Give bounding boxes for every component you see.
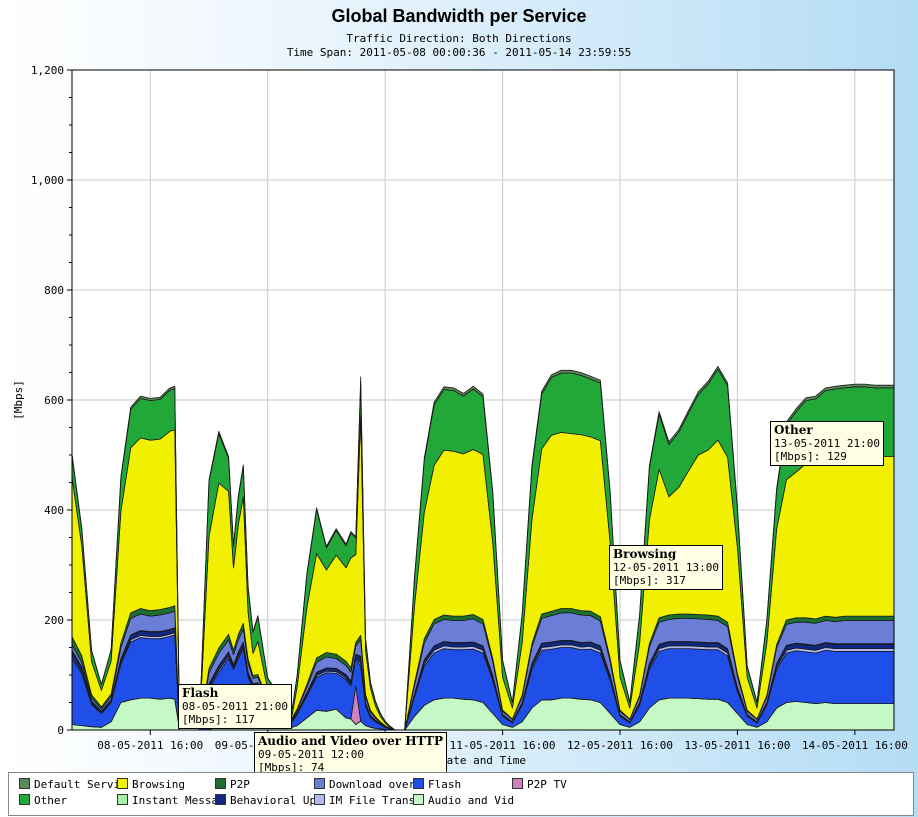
legend-swatch — [512, 778, 523, 789]
y-tick-label: 200 — [44, 614, 64, 627]
tooltip-title: Other — [774, 423, 813, 437]
x-tick-label: 08-05-2011 16:00 — [97, 739, 203, 752]
legend-label: Audio and Vid — [428, 794, 515, 807]
legend-item-p2p-tv[interactable]: P2P TV — [512, 778, 567, 792]
legend-label: Flash — [428, 778, 462, 791]
y-axis: 0 200 400 600 800 1,000 1,200 — [31, 64, 72, 737]
tooltip-value: [Mbps]: 129 — [774, 450, 847, 463]
tooltip-title: Audio and Video over HTTP — [258, 734, 444, 748]
legend-item-download-over[interactable]: Download over — [314, 778, 415, 792]
tooltip-value: [Mbps]: 317 — [613, 574, 686, 587]
tooltip-value: [Mbps]: 117 — [182, 713, 255, 726]
tooltip-browsing: Browsing 12-05-2011 13:00 [Mbps]: 317 — [609, 545, 723, 590]
x-tick-label: 13-05-2011 16:00 — [684, 739, 790, 752]
tooltip-time: 12-05-2011 13:00 — [613, 561, 719, 574]
chart-title: Global Bandwidth per Service — [331, 6, 587, 26]
legend-label: Browsing — [132, 778, 185, 791]
y-tick-label: 0 — [57, 724, 64, 737]
legend-swatch — [117, 778, 128, 789]
legend-label: IM File Trans — [329, 794, 416, 807]
tooltip-audio-video: Audio and Video over HTTP 09-05-2011 12:… — [254, 732, 448, 777]
legend-item-im-file-trans[interactable]: IM File Trans — [314, 794, 415, 808]
legend-item-p2p[interactable]: P2P — [215, 778, 250, 792]
legend-item-behavioral-up[interactable]: Behavioral Up: — [215, 794, 323, 808]
x-tick-label: 11-05-2011 16:00 — [450, 739, 556, 752]
legend-label: P2P — [230, 778, 250, 791]
legend-swatch — [117, 794, 128, 805]
x-axis-title: Date and Time — [440, 754, 526, 767]
tooltip-other: Other 13-05-2011 21:00 [Mbps]: 129 — [770, 421, 884, 466]
tooltip-time: 09-05-2011 12:00 — [258, 748, 364, 761]
legend-label: Download over — [329, 778, 416, 791]
bandwidth-chart: 0 200 400 600 800 1,000 1,200 08-05-2011 16:00… — [12, 64, 908, 767]
legend-item-instant-messa[interactable]: Instant Messa — [117, 794, 218, 808]
tooltip-time: 13-05-2011 21:00 — [774, 437, 880, 450]
legend-swatch — [314, 794, 325, 805]
legend-swatch — [314, 778, 325, 789]
legend-label: Behavioral Up: — [230, 794, 323, 807]
y-tick-label: 600 — [44, 394, 64, 407]
tooltip-title: Browsing — [613, 547, 677, 561]
y-tick-label: 1,000 — [31, 174, 64, 187]
chart-legend: Default Servi Browsing P2P Download over Fla… — [8, 772, 914, 816]
legend-label: P2P TV — [527, 778, 567, 791]
chart-subtitle-direction: Traffic Direction: Both Directions — [346, 32, 572, 45]
y-axis-title: [Mbps] — [12, 380, 25, 420]
stacked-areas — [71, 366, 895, 731]
legend-item-flash[interactable]: Flash — [413, 778, 461, 792]
legend-item-other[interactable]: Other — [19, 794, 67, 808]
legend-item-audio-and-vid[interactable]: Audio and Vid — [413, 794, 514, 808]
x-tick-label: 14-05-2011 16:00 — [802, 739, 908, 752]
legend-label: Other — [34, 794, 68, 807]
legend-swatch — [215, 794, 226, 805]
legend-item-browsing[interactable]: Browsing — [117, 778, 185, 792]
y-tick-label: 800 — [44, 284, 64, 297]
legend-label: Default Servi — [34, 778, 121, 791]
legend-swatch — [413, 794, 424, 805]
legend-label: Instant Messa — [132, 794, 219, 807]
tooltip-value: [Mbps]: 74 — [258, 761, 325, 774]
legend-item-default-servi[interactable]: Default Servi — [19, 778, 120, 792]
legend-swatch — [19, 778, 30, 789]
x-tick-label: 12-05-2011 16:00 — [567, 739, 673, 752]
chart-subtitle-timespan: Time Span: 2011-05-08 00:00:36 - 2011-05… — [286, 46, 632, 59]
legend-swatch — [19, 794, 30, 805]
tooltip-flash: Flash 08-05-2011 21:00 [Mbps]: 117 — [178, 684, 292, 729]
legend-swatch — [413, 778, 424, 789]
legend-swatch — [215, 778, 226, 789]
tooltip-title: Flash — [182, 686, 219, 700]
y-tick-label: 400 — [44, 504, 64, 517]
tooltip-time: 08-05-2011 21:00 — [182, 700, 288, 713]
y-tick-label: 1,200 — [31, 64, 64, 77]
